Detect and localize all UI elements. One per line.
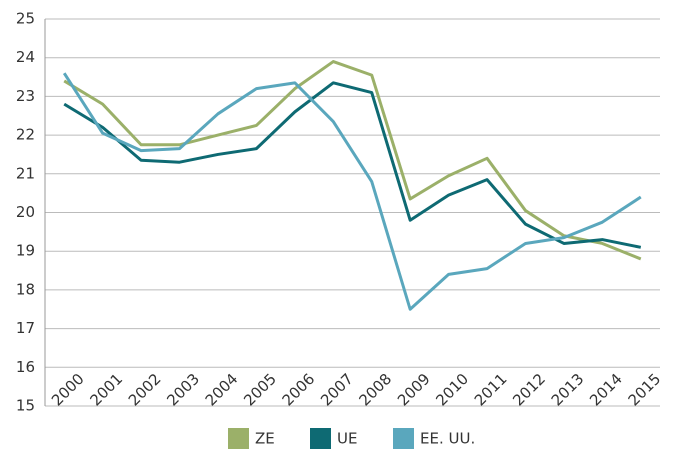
x-tick-label: 2012: [509, 370, 549, 410]
x-tick-label: 2009: [394, 370, 434, 410]
y-tick-label: 22: [16, 126, 35, 144]
x-tick-label: 2005: [240, 370, 280, 410]
y-tick-label: 18: [16, 280, 35, 298]
series-line: [62, 72, 642, 311]
x-tick-label: 2006: [279, 370, 319, 410]
x-tick-label: 2007: [317, 370, 357, 410]
x-tick-label: 2010: [432, 370, 472, 410]
series-line: [63, 81, 642, 249]
x-tick-label: 2015: [625, 370, 665, 410]
x-tick-label: 2001: [86, 370, 126, 410]
y-tick-label: 15: [16, 397, 35, 415]
legend-label: UE: [337, 430, 357, 448]
y-tick-label: 23: [16, 87, 35, 105]
legend-label: EE. UU.: [420, 430, 475, 448]
series-line: [63, 60, 642, 261]
y-tick-label: 19: [16, 242, 35, 260]
x-tick-label: 2002: [125, 370, 165, 410]
x-tick-label: 2004: [202, 370, 242, 410]
x-tick-label: 2014: [586, 370, 626, 410]
legend-label: ZE: [255, 430, 275, 448]
x-tick-label: 2013: [548, 370, 588, 410]
legend-swatch: [310, 428, 331, 449]
x-tick-label: 2008: [355, 370, 395, 410]
x-tick-label: 2011: [471, 370, 511, 410]
legend-swatch: [393, 428, 414, 449]
legend-swatch: [228, 428, 249, 449]
y-tick-label: 24: [16, 48, 35, 66]
y-tick-label: 25: [16, 10, 35, 28]
y-tick-label: 17: [16, 319, 35, 337]
y-tick-label: 16: [16, 358, 35, 376]
x-tick-label: 2003: [163, 370, 203, 410]
y-tick-label: 21: [16, 164, 35, 182]
x-tick-label: 2000: [48, 370, 88, 410]
y-tick-label: 20: [16, 203, 35, 221]
